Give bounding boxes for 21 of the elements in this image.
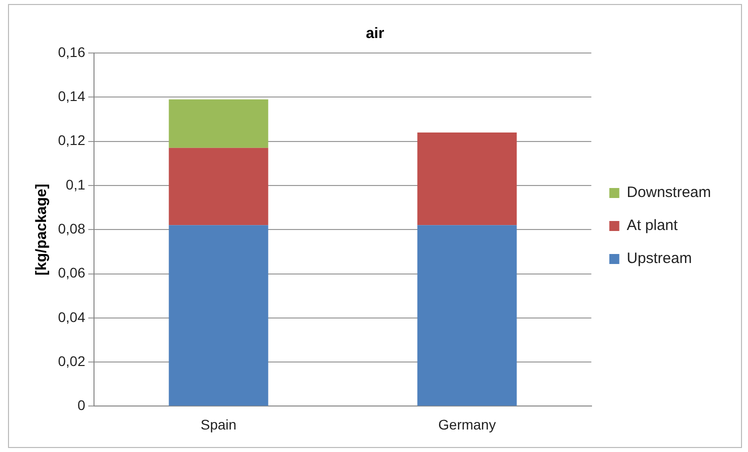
y-tick-label: 0,02 (58, 352, 86, 369)
x-tick-label: Germany (438, 416, 496, 432)
y-tick-label: 0,04 (58, 308, 86, 325)
bar (168, 148, 268, 226)
y-tick-label: 0 (77, 397, 86, 414)
legend-label: Upstream (626, 250, 692, 268)
y-tick-label: 0,06 (58, 264, 86, 281)
chart-title: air (366, 25, 384, 42)
legend-label: Downstream (626, 184, 712, 202)
bar (168, 225, 268, 406)
x-tick-label: Spain (200, 416, 236, 432)
legend-label: At plant (626, 217, 679, 234)
y-tick-label: 0,14 (58, 88, 86, 104)
bar (168, 99, 268, 148)
bar (417, 225, 517, 406)
y-tick-label: 0,08 (58, 220, 86, 236)
y-tick-label: 0,1 (66, 176, 86, 192)
y-axis-title: [kg/package] (33, 184, 50, 276)
y-tick-label: 0,16 (58, 44, 86, 60)
bar (417, 132, 517, 226)
y-tick-label: 0,12 (58, 132, 86, 148)
